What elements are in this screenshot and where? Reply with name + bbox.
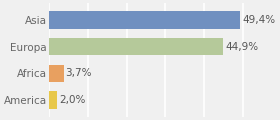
Text: 44,9%: 44,9% [225,42,258,52]
Text: 3,7%: 3,7% [66,68,92,78]
Text: 49,4%: 49,4% [242,15,276,25]
Bar [49,38,223,55]
Bar [49,11,241,29]
Bar [49,65,64,82]
Text: 2,0%: 2,0% [59,95,85,105]
Bar [49,91,57,109]
